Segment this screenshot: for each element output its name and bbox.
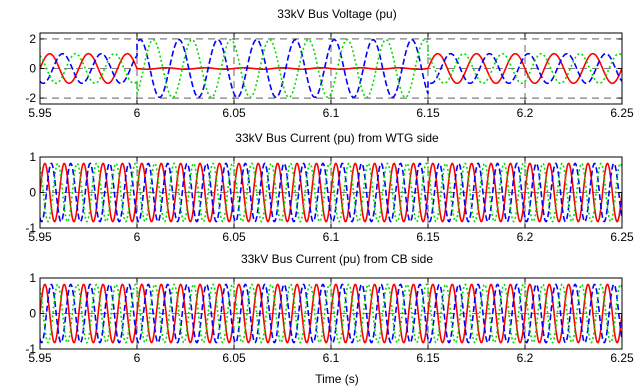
series-line-dotted: [40, 283, 622, 344]
y-tick-label: 0: [29, 186, 36, 200]
x-tick-label: 6.25: [610, 230, 634, 244]
panel-3-title: 33kV Bus Current (pu) from CB side: [241, 252, 433, 266]
x-tick-label: 6.2: [517, 230, 534, 244]
traces: [40, 162, 622, 223]
y-tick-label: 1: [29, 150, 36, 164]
x-tick-label: 6: [134, 106, 141, 120]
wtg-current-plot: 5.95 6 6.05 6.1 6.15 6.2 6.25 -1 0 1: [25, 150, 634, 244]
x-tick-label: 6.2: [517, 351, 534, 365]
series-line-dashed: [40, 162, 622, 223]
y-tick-label: -1: [25, 342, 36, 356]
voltage-plot: 5.95 6 6.05 6.1 6.15 6.2 6.25 -2 0 2: [25, 32, 634, 120]
cb-current-plot: 5.95 6 6.05 6.1 6.15 6.2 6.25 -1 0 1: [25, 271, 634, 365]
series-line-dotted: [40, 162, 622, 223]
x-tick-label: 5.95: [28, 230, 52, 244]
x-tick-label: 6.05: [222, 351, 246, 365]
x-tick-label: 6.15: [416, 351, 440, 365]
traces: [40, 283, 622, 344]
x-tick-label: 6.05: [222, 106, 246, 120]
series-line-solid: [40, 283, 622, 344]
series-line-dashed: [40, 283, 622, 344]
series-line-solid: [40, 162, 622, 223]
x-tick-label: 6.25: [610, 351, 634, 365]
series-line-dashed: [40, 38, 622, 99]
x-tick-label: 6.2: [517, 106, 534, 120]
panel-2-title: 33kV Bus Current (pu) from WTG side: [235, 131, 439, 145]
x-tick-label: 5.95: [28, 106, 52, 120]
series-line-solid: [40, 52, 622, 85]
y-tick-label: 0: [29, 307, 36, 321]
x-tick-label: 6.25: [610, 106, 634, 120]
x-tick-label: 6: [134, 230, 141, 244]
x-tick-label: 6.15: [416, 106, 440, 120]
y-tick-label: -1: [25, 221, 36, 235]
x-tick-label: 6.1: [323, 106, 340, 120]
x-tick-label: 6.15: [416, 230, 440, 244]
traces: [40, 38, 622, 99]
x-tick-label: 6.1: [323, 351, 340, 365]
x-tick-label: 6.05: [222, 230, 246, 244]
panel-1-title: 33kV Bus Voltage (pu): [277, 7, 396, 21]
x-tick-label: 5.95: [28, 351, 52, 365]
x-tick-label: 6: [134, 351, 141, 365]
x-axis-label: Time (s): [315, 372, 359, 386]
y-tick-label: 1: [29, 271, 36, 285]
series-line-dotted: [40, 38, 622, 99]
x-tick-label: 6.1: [323, 230, 340, 244]
y-tick-label: 2: [29, 32, 36, 46]
y-tick-label: 0: [29, 62, 36, 76]
y-tick-label: -2: [25, 91, 36, 105]
